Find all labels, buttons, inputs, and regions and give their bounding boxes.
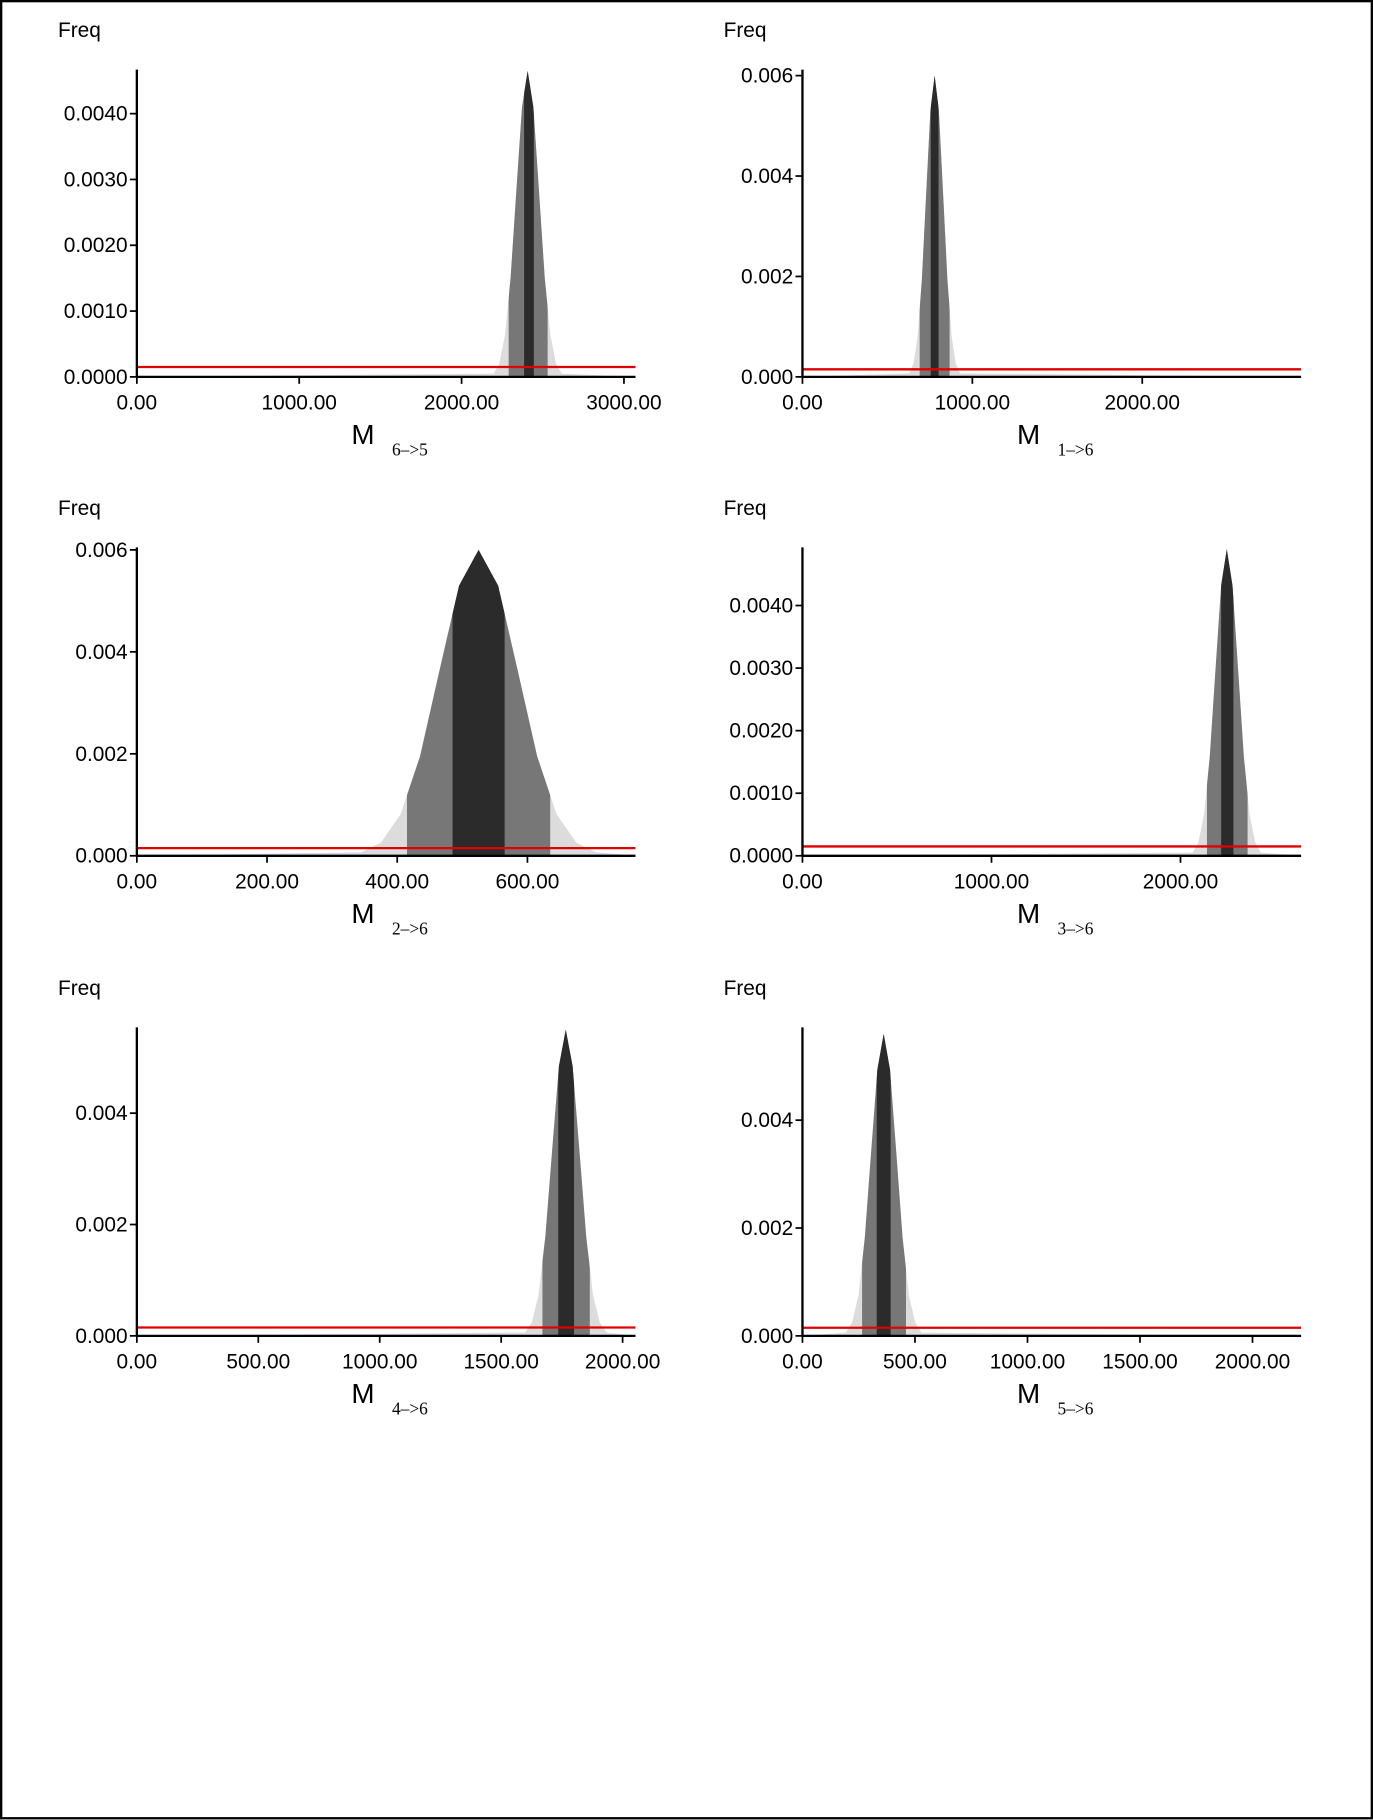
credibility-band: [876, 1033, 891, 1336]
y-tick-label: 0.0000: [64, 366, 128, 389]
x-axis-label-subscript: 6–>5: [392, 441, 428, 460]
y-tick-label: 0.002: [75, 1213, 127, 1236]
y-tick-label: 0.0040: [729, 594, 793, 617]
x-tick-label: 2000.00: [424, 391, 499, 414]
x-axis-label: M: [351, 419, 374, 450]
x-axis-label-subscript: 1–>6: [1058, 441, 1094, 460]
x-tick-label: 1000.00: [954, 870, 1029, 893]
y-tick-label: 0.000: [75, 1325, 127, 1348]
x-tick-label: 0.00: [782, 870, 823, 893]
x-tick-label: 200.00: [235, 870, 299, 893]
x-tick-label: 0.00: [117, 870, 158, 893]
x-tick-label: 1000.00: [935, 391, 1010, 414]
y-tick-label: 0.006: [75, 539, 127, 562]
credibility-band: [452, 549, 505, 856]
panel: Freq 0.0000 0.0010 0.0020 0.0030 0.0040 0.00 10…: [58, 19, 662, 460]
x-tick-label: 600.00: [496, 870, 560, 893]
x-tick-label: 3000.00: [586, 391, 661, 414]
x-axis-label: M: [351, 898, 374, 929]
panel: Freq 0.0000 0.0010 0.0020 0.0030 0.0040 0.00 10…: [724, 497, 1302, 939]
x-axis-label-subscript: 3–>6: [1058, 920, 1094, 939]
x-tick-label: 1000.00: [342, 1350, 417, 1373]
credibility-band: [1221, 549, 1234, 856]
x-axis-label: M: [1017, 898, 1040, 929]
y-axis-label: Freq: [724, 19, 767, 42]
y-tick-label: 0.000: [741, 366, 793, 389]
x-axis-label-subscript: 5–>6: [1058, 1400, 1094, 1419]
x-axis-label: M: [1017, 419, 1040, 450]
x-axis-label: M: [351, 1378, 374, 1409]
credibility-band: [524, 70, 534, 377]
y-axis-label: Freq: [58, 497, 101, 520]
x-tick-label: 0.00: [117, 1350, 158, 1373]
y-tick-label: 0.0020: [729, 720, 793, 743]
x-tick-label: 2000.00: [585, 1350, 660, 1373]
y-tick-label: 0.0040: [64, 103, 128, 126]
x-tick-label: 2000.00: [1143, 870, 1218, 893]
x-tick-label: 400.00: [365, 870, 429, 893]
x-tick-label: 500.00: [226, 1350, 290, 1373]
panel: Freq 0.000 0.002 0.004 0.00 500.00 1000.00 1500…: [58, 977, 660, 1419]
y-tick-label: 0.0030: [729, 657, 793, 680]
density-area: [802, 549, 1302, 856]
x-axis-label-subscript: 2–>6: [392, 920, 428, 939]
y-tick-label: 0.004: [75, 1102, 127, 1125]
x-tick-label: 0.00: [782, 391, 823, 414]
y-tick-label: 0.0010: [64, 300, 128, 323]
x-tick-label: 1500.00: [463, 1350, 538, 1373]
x-tick-label: 1500.00: [1102, 1350, 1177, 1373]
x-tick-label: 2000.00: [1215, 1350, 1290, 1373]
y-tick-label: 0.002: [75, 743, 127, 766]
credibility-band: [558, 1029, 575, 1336]
credibility-band: [930, 75, 939, 377]
y-axis-label: Freq: [58, 977, 101, 1000]
x-axis-label: M: [1017, 1378, 1040, 1409]
y-axis-label: Freq: [58, 19, 101, 42]
y-tick-label: 0.002: [741, 1217, 793, 1240]
y-axis-label: Freq: [724, 977, 767, 1000]
y-tick-label: 0.000: [741, 1325, 793, 1348]
panel: Freq 0.000 0.002 0.004 0.00 500.00 1000.00 1500…: [724, 977, 1302, 1419]
y-tick-label: 0.004: [741, 165, 793, 188]
x-tick-label: 0.00: [782, 1350, 823, 1373]
panel: Freq 0.000 0.002 0.004 0.006 0.00 200.00 400.00…: [58, 497, 636, 939]
x-axis-label-subscript: 4–>6: [392, 1400, 428, 1419]
x-tick-label: 1000.00: [262, 391, 337, 414]
y-tick-label: 0.0030: [64, 168, 128, 191]
y-axis-label: Freq: [724, 497, 767, 520]
y-tick-label: 0.002: [741, 265, 793, 288]
y-tick-label: 0.006: [741, 65, 793, 88]
x-tick-label: 2000.00: [1105, 391, 1180, 414]
y-tick-label: 0.0000: [729, 845, 793, 868]
y-tick-label: 0.0020: [64, 234, 128, 257]
y-tick-label: 0.004: [75, 641, 127, 664]
x-tick-label: 500.00: [883, 1350, 947, 1373]
y-tick-label: 0.0010: [729, 782, 793, 805]
y-tick-label: 0.000: [75, 845, 127, 868]
x-tick-label: 1000.00: [990, 1350, 1065, 1373]
panel: Freq 0.000 0.002 0.004 0.006 0.00 1000.00 2000.…: [724, 19, 1302, 460]
x-tick-label: 0.00: [117, 391, 158, 414]
y-tick-label: 0.004: [741, 1109, 793, 1132]
